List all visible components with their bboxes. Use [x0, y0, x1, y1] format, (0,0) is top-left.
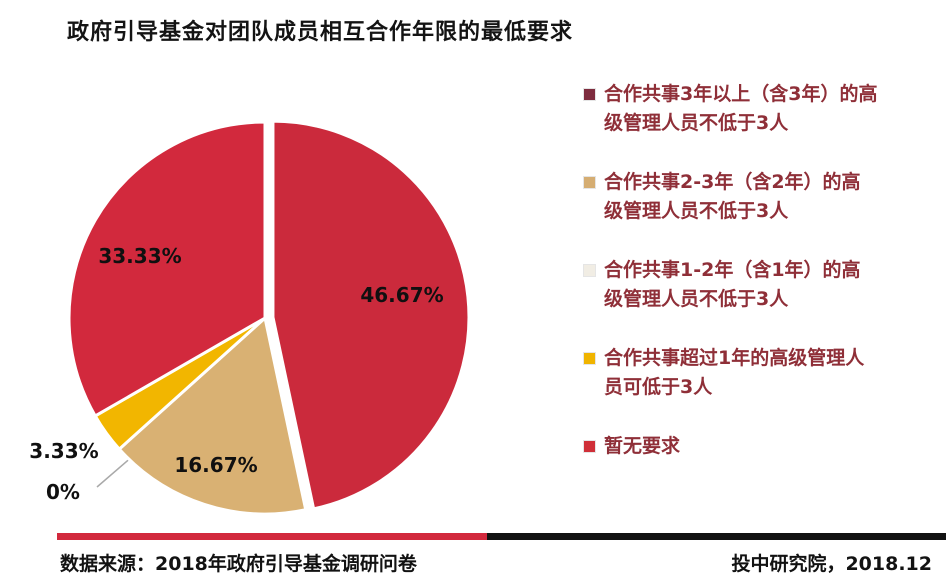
- legend-label: 合作共事1-2年（含1年）的高级管理人员不低于3人: [604, 258, 861, 311]
- legend-label: 暂无要求: [604, 434, 681, 457]
- legend-marker-square-icon: [583, 263, 596, 277]
- legend-item: 合作共事超过1年的高级管理人员可低于3人: [583, 344, 940, 403]
- legend-item: 合作共事1-2年（含1年）的高级管理人员不低于3人: [583, 256, 940, 315]
- legend-item: 暂无要求: [583, 432, 940, 461]
- legend: 合作共事3年以上（含3年）的高级管理人员不低于3人 合作共事2-3年（含2年）的…: [583, 80, 940, 461]
- legend-marker-square-icon: [583, 439, 596, 453]
- pie-label-33: 33.33%: [98, 244, 182, 268]
- legend-item: 合作共事3年以上（含3年）的高级管理人员不低于3人: [583, 80, 940, 139]
- divider-bar: [57, 533, 946, 540]
- pie-slice: [67, 120, 267, 419]
- pie-label-3: 3.33%: [29, 439, 99, 463]
- pie-label-0: 0%: [46, 480, 80, 504]
- legend-label: 合作共事超过1年的高级管理人员可低于3人: [604, 346, 865, 399]
- pie-label-46: 46.67%: [360, 283, 444, 307]
- pie-slice: [117, 315, 308, 516]
- legend-marker-square-icon: [583, 351, 596, 365]
- divider-bar-red-segment: [57, 533, 488, 540]
- pie-label-16: 16.67%: [174, 453, 258, 477]
- data-source-text: 数据来源：2018年政府引导基金调研问卷: [60, 553, 417, 575]
- legend-label: 合作共事2-3年（含2年）的高级管理人员不低于3人: [604, 170, 861, 223]
- legend-label: 合作共事3年以上（含3年）的高级管理人员不低于3人: [604, 83, 878, 135]
- pie-slice: [271, 119, 471, 511]
- pie-slice: [93, 316, 267, 452]
- legend-marker-square-icon: [583, 175, 596, 189]
- credit-text: 投中研究院，2018.12: [731, 553, 932, 575]
- footer: 数据来源：2018年政府引导基金调研问卷 投中研究院，2018.12: [60, 549, 932, 576]
- legend-item: 合作共事2-3年（含2年）的高级管理人员不低于3人: [583, 168, 940, 227]
- chart-title: 政府引导基金对团队成员相互合作年限的最低要求: [66, 20, 573, 45]
- legend-marker-square-icon: [583, 88, 596, 101]
